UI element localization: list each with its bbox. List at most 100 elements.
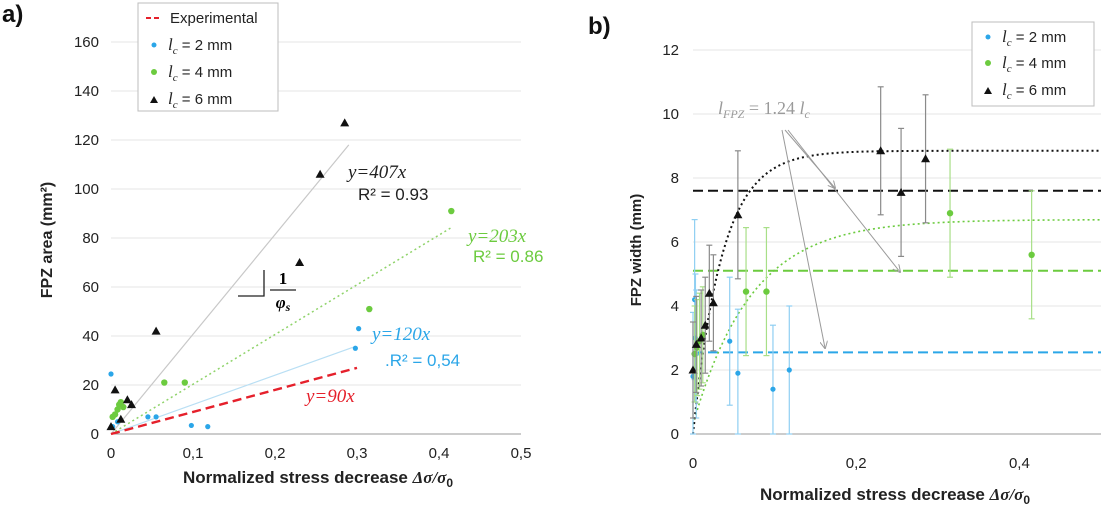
a-point-l-c-2-mm — [108, 371, 114, 377]
b-point-l-c-6-mm — [696, 333, 706, 342]
b-point-l-c-2-mm — [735, 370, 741, 376]
a-xtick-label: 0,3 — [347, 445, 368, 462]
b-point-l-c-2-mm — [727, 338, 733, 344]
b-point-l-c-2-mm — [786, 367, 792, 373]
b-ytick-label: 4 — [671, 298, 679, 315]
legend-experimental-label: Experimental — [170, 10, 258, 27]
panel-b-lines — [692, 149, 1101, 435]
a-ytick-label: 160 — [74, 34, 99, 51]
r2-6mm: R² = 0.93 — [358, 185, 428, 204]
b-point-l-c-6-mm — [708, 298, 718, 307]
b-point-l-c-6-mm — [688, 365, 698, 374]
slope-indicator: 1 φs — [238, 269, 296, 314]
panel-a-legend: Experimental lc = 2 mm lc = 4 mm lc = 6 … — [137, 2, 279, 112]
slope-denominator: φs — [276, 293, 291, 314]
panel-a-axes: 0 20 40 60 80 100 120 140 160 0 0,1 0,2 0,3 0,4 0,5 — [74, 34, 531, 462]
r2-2mm: .R² = 0,54 — [385, 351, 460, 370]
legend-6mm-label: lc = 6 mm — [168, 89, 232, 111]
b-point-l-c-2-mm — [770, 386, 776, 392]
legend-2mm-swatch — [151, 42, 157, 48]
a-point-l-c-6-mm — [151, 326, 161, 335]
panel-a-xlabel: Normalized stress decrease Δσ/σ0 — [183, 468, 453, 490]
legend-b-6mm-swatch — [984, 87, 992, 94]
a-point-l-c-4-mm — [448, 207, 455, 215]
b-trend-curve-l-c-4-mm — [692, 219, 1101, 425]
b-ytick-label: 0 — [671, 426, 679, 443]
legend-4mm-swatch — [151, 69, 157, 75]
panel-b-axes: 0 2 4 6 8 10 12 0 0,2 0,4 — [662, 42, 1101, 472]
a-ytick-label: 60 — [82, 279, 99, 296]
panel-b-gridlines — [693, 49, 1101, 371]
b-point-l-c-4-mm — [1028, 251, 1035, 258]
a-xtick-label: 0,4 — [429, 445, 450, 462]
a-point-l-c-6-mm — [340, 118, 350, 127]
b-xtick-label: 0,4 — [1009, 455, 1030, 472]
b-point-l-c-6-mm — [896, 187, 906, 196]
a-fit-line-l-c-2-mm — [110, 346, 354, 435]
legend-b-2mm-swatch — [985, 34, 991, 40]
a-point-l-c-6-mm — [122, 395, 132, 404]
panel-b-label: b) — [588, 13, 611, 40]
b-point-l-c-6-mm — [704, 288, 714, 297]
a-point-l-c-2-mm — [145, 414, 151, 420]
a-point-l-c-4-mm — [120, 403, 127, 411]
panel-b-legend: lc = 2 mm lc = 4 mm lc = 6 mm — [971, 21, 1095, 107]
b-xtick-label: 0,2 — [846, 455, 867, 472]
b-point-l-c-6-mm — [921, 154, 931, 163]
legend-b-2mm-label: lc = 2 mm — [1002, 27, 1066, 49]
a-point-l-c-4-mm — [117, 398, 125, 406]
b-point-l-c-6-mm — [876, 146, 886, 155]
b-xtick-label: 0 — [689, 455, 697, 472]
a-point-l-c-2-mm — [188, 422, 194, 429]
slope-numerator: 1 — [279, 269, 288, 288]
legend-b-4mm-swatch — [985, 60, 991, 66]
b-ytick-label: 10 — [662, 106, 679, 123]
panel-a-ylabel: FPZ area (mm²) — [39, 182, 56, 298]
b-point-l-c-6-mm — [691, 339, 701, 348]
panel-b: b) 0 2 4 6 8 10 12 0 0,2 0,4 Normalized stress de… — [588, 13, 1101, 507]
a-point-l-c-2-mm — [352, 345, 358, 351]
fit-equation-6mm: y=407x — [346, 162, 407, 183]
a-point-l-c-4-mm — [114, 406, 121, 413]
panel-b-xlabel: Normalized stress decrease Δσ/σ0 — [760, 485, 1030, 507]
fit-equation-4mm: y=203x — [466, 226, 527, 247]
panel-b-points — [688, 86, 1035, 435]
panel-a-points — [106, 118, 455, 431]
b-trend-curve-l-c-6-mm — [692, 149, 1101, 435]
fit-equation-2mm: y=120x — [370, 324, 431, 345]
panel-a-label: a) — [2, 1, 23, 28]
a-point-l-c-6-mm — [110, 385, 120, 394]
a-xtick-label: 0,5 — [511, 445, 532, 462]
a-point-l-c-6-mm — [127, 400, 136, 409]
a-xtick-label: 0 — [107, 445, 115, 462]
a-point-l-c-4-mm — [111, 411, 119, 418]
b-ytick-label: 2 — [671, 362, 679, 379]
panel-b-ylabel: FPZ width (mm) — [628, 194, 645, 307]
legend-b-6mm-label: lc = 6 mm — [1002, 80, 1066, 102]
a-ytick-label: 20 — [82, 377, 99, 394]
a-ytick-label: 120 — [74, 132, 99, 149]
a-point-l-c-4-mm — [366, 305, 373, 313]
a-point-l-c-6-mm — [116, 414, 126, 423]
legend-b-4mm-label: lc = 4 mm — [1002, 53, 1066, 75]
b-ytick-label: 12 — [662, 42, 679, 59]
lfpz-annotation-text: lFPZ = 1.24 lc — [718, 98, 811, 121]
a-ytick-label: 0 — [91, 426, 99, 443]
a-ytick-label: 140 — [74, 83, 99, 100]
panel-a: a) 0 20 40 60 80 100 120 140 160 0 0,1 0,2 0,3 0,4 0,5… — [2, 1, 543, 490]
a-point-l-c-6-mm — [295, 258, 305, 266]
b-ytick-label: 6 — [671, 234, 679, 251]
b-point-l-c-6-mm — [700, 320, 710, 329]
a-fit-line-l-c-6-mm — [110, 144, 350, 435]
a-point-l-c-6-mm — [106, 422, 116, 431]
a-xtick-label: 0,2 — [265, 445, 286, 462]
b-point-l-c-4-mm — [763, 288, 770, 295]
b-ytick-label: 8 — [671, 170, 679, 187]
a-point-l-c-4-mm — [181, 379, 188, 386]
a-ytick-label: 40 — [82, 328, 99, 345]
a-fit-line-experimental — [110, 366, 358, 436]
panel-a-fit-lines — [110, 144, 452, 436]
a-fit-line-l-c-4-mm — [110, 226, 452, 435]
legend-2mm-label: lc = 2 mm — [168, 35, 232, 57]
